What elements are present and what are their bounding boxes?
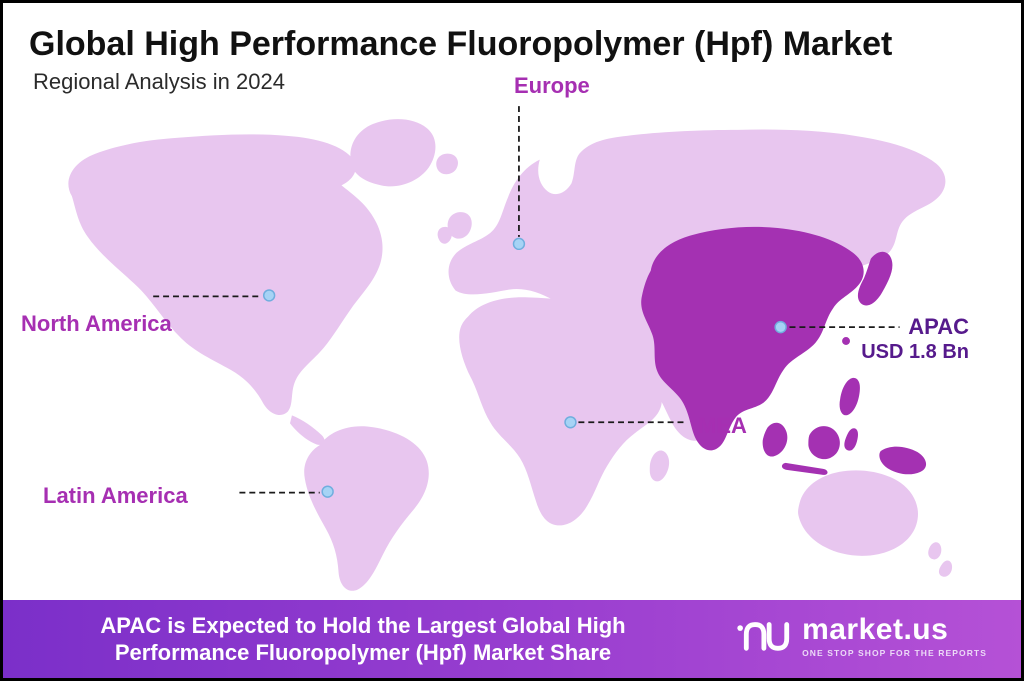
marketus-logo: market.us ONE STOP SHOP FOR THE REPORTS: [734, 614, 987, 658]
new-guinea-shape: [879, 446, 927, 475]
australia-shape: [798, 470, 919, 556]
marketus-tagline: ONE STOP SHOP FOR THE REPORTS: [802, 647, 987, 658]
banner-headline-line1: APAC is Expected to Hold the Largest Glo…: [100, 613, 626, 638]
bottom-banner: APAC is Expected to Hold the Largest Glo…: [3, 600, 1021, 678]
world-landmass: [68, 119, 953, 591]
japan-shape: [857, 251, 893, 306]
sumatra-shape: [762, 422, 788, 457]
marketus-logo-icon: [737, 622, 790, 651]
new-zealand-shape: [928, 542, 953, 577]
region-label-north-america: North America: [21, 311, 172, 336]
apac-mainland-shape: [641, 226, 864, 451]
connector-lines: [153, 106, 900, 494]
map-markers: [262, 237, 787, 498]
latin-america-marker: [321, 485, 334, 498]
madagascar-shape: [649, 450, 670, 482]
banner-headline-line2: Performance Fluoropolymer (Hpf) Market S…: [114, 640, 612, 665]
page-title: Global High Performance Fluoropolymer (H…: [29, 25, 893, 63]
marketus-logo-text-block: market.us ONE STOP SHOP FOR THE REPORTS: [802, 612, 987, 658]
page-subtitle: Regional Analysis in 2024: [33, 69, 285, 94]
africa-shape: [459, 297, 662, 526]
iceland-shape: [436, 153, 459, 175]
taiwan-shape: [842, 337, 850, 345]
borneo-shape: [808, 426, 840, 460]
region-label-apac: APAC: [908, 314, 969, 339]
region-label-latin-america: Latin America: [43, 483, 188, 508]
uk-shape: [447, 212, 472, 239]
marketus-logo-text: market.us: [802, 612, 949, 646]
south-america-shape: [304, 426, 429, 591]
world-map: [68, 106, 953, 591]
greenland-shape: [350, 119, 436, 187]
europe-marker: [512, 237, 526, 251]
region-label-mea: MEA: [698, 413, 747, 438]
apac-marker: [774, 320, 787, 334]
mea-marker: [564, 416, 577, 429]
sulawesi-shape: [844, 428, 859, 451]
region-label-apac-block: APAC USD 1.8 Bn: [861, 315, 969, 365]
north-america-marker: [262, 289, 276, 302]
apac-market-value: USD 1.8 Bn: [861, 341, 969, 363]
central-america-shape: [289, 415, 325, 445]
philippines-shape: [839, 377, 860, 416]
region-label-europe: Europe: [514, 73, 590, 98]
java-shape: [781, 462, 828, 475]
apac-region: [641, 226, 927, 475]
banner-headline: APAC is Expected to Hold the Largest Glo…: [33, 612, 693, 666]
ireland-shape: [437, 226, 452, 244]
north-america-shape: [68, 134, 383, 415]
